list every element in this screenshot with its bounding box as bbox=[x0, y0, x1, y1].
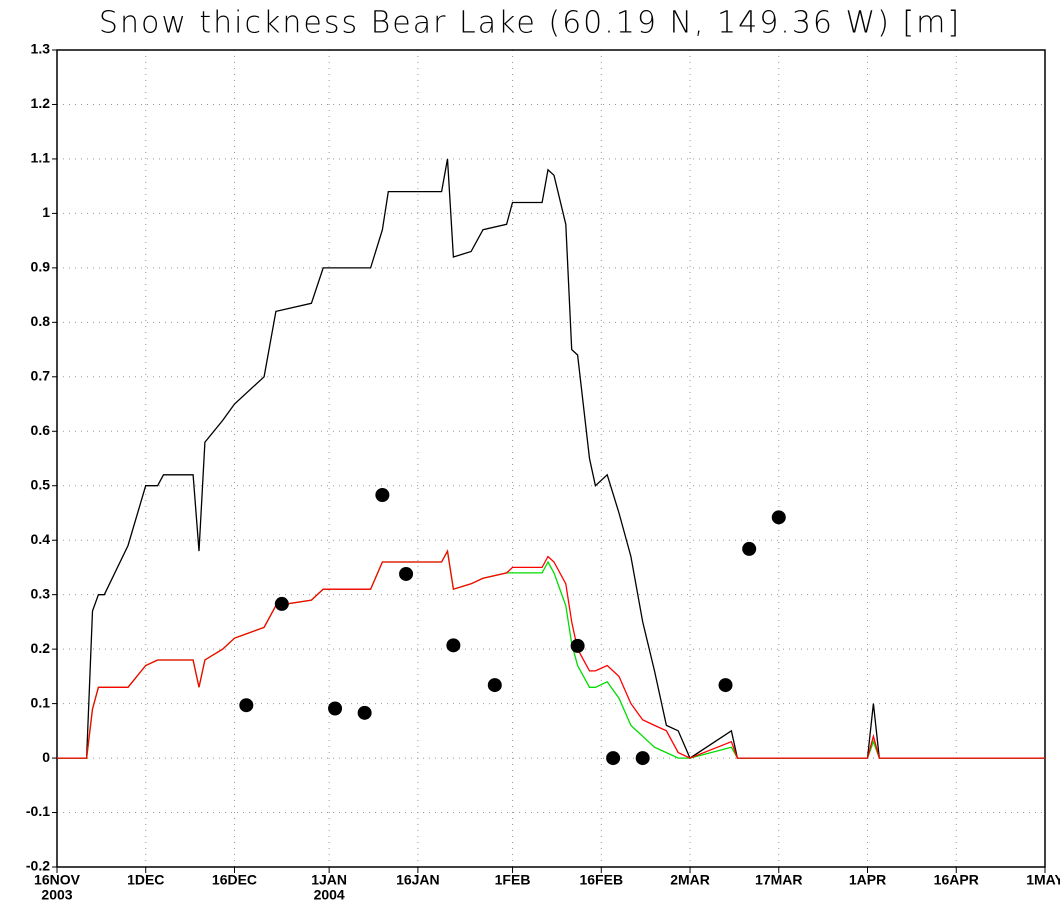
x-tick-label: 1APR bbox=[849, 872, 886, 888]
data-point bbox=[274, 596, 289, 611]
data-point bbox=[487, 678, 502, 693]
data-point bbox=[718, 678, 733, 693]
x-tick-label: 16DEC bbox=[212, 872, 257, 888]
y-tick-label: 0.5 bbox=[31, 476, 51, 492]
data-point bbox=[328, 701, 343, 716]
x-tick-label: 16FEB bbox=[579, 872, 623, 888]
data-point bbox=[742, 541, 757, 556]
x-tick-label: 2MAR bbox=[670, 872, 710, 888]
x-tick-label: 16APR bbox=[934, 872, 979, 888]
x-tick-year: 2003 bbox=[41, 887, 72, 903]
y-tick-label: 0.2 bbox=[31, 640, 51, 656]
y-tick-label: 0.6 bbox=[31, 422, 51, 438]
x-tick-label: 1FEB bbox=[495, 872, 531, 888]
y-tick-label: -0.1 bbox=[26, 803, 50, 819]
y-tick-label: 1.2 bbox=[31, 95, 51, 111]
y-tick-label: 0.9 bbox=[31, 259, 51, 275]
y-tick-label: -0.2 bbox=[26, 858, 50, 874]
x-tick-label: 16NOV bbox=[34, 872, 81, 888]
y-tick-label: 0.4 bbox=[31, 531, 51, 547]
data-point bbox=[375, 487, 390, 502]
y-tick-label: 0.3 bbox=[31, 585, 51, 601]
data-line bbox=[57, 549, 1045, 759]
y-tick-label: 1.3 bbox=[31, 41, 51, 57]
x-tick-label: 1DEC bbox=[127, 872, 164, 888]
x-tick-year: 2004 bbox=[314, 887, 345, 903]
data-line bbox=[57, 158, 1045, 760]
y-tick-label: 1.1 bbox=[31, 150, 51, 166]
data-point bbox=[606, 751, 621, 766]
data-line bbox=[57, 549, 1045, 759]
data-point bbox=[357, 705, 372, 720]
y-tick-label: 1 bbox=[42, 204, 50, 220]
x-tick-label: 17MAR bbox=[755, 872, 802, 888]
plot-frame bbox=[56, 49, 1046, 868]
x-tick-label: 1JAN bbox=[311, 872, 347, 888]
data-point bbox=[771, 510, 786, 525]
chart-title: Snow thickness Bear Lake (60.19 N, 149.3… bbox=[99, 6, 961, 41]
x-tick-label: 16JAN bbox=[396, 872, 440, 888]
y-tick-label: 0.7 bbox=[31, 368, 51, 384]
data-point bbox=[635, 751, 650, 766]
data-point bbox=[399, 566, 414, 581]
x-tick-label: 1MAY bbox=[1026, 872, 1060, 888]
data-point bbox=[570, 638, 585, 653]
data-point bbox=[446, 638, 461, 653]
data-point bbox=[239, 698, 254, 713]
y-tick-label: 0 bbox=[42, 749, 50, 765]
y-tick-label: 0.1 bbox=[31, 694, 51, 710]
y-tick-label: 0.8 bbox=[31, 313, 51, 329]
